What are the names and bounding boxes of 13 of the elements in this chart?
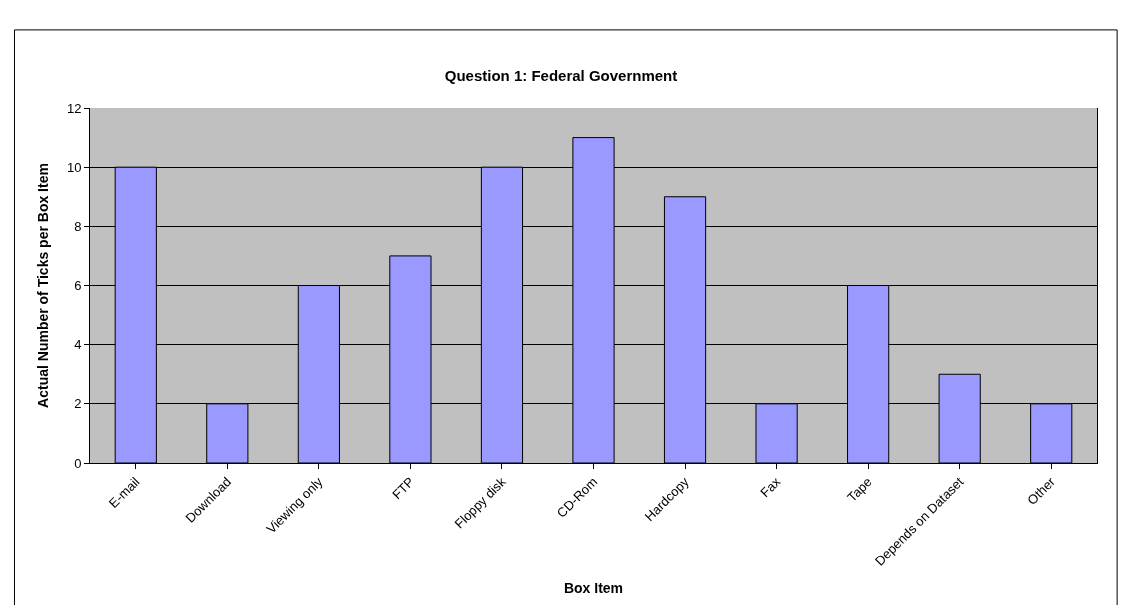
x-tick-label: Fax bbox=[757, 473, 784, 501]
x-tick-label: FTP bbox=[389, 474, 418, 503]
y-tick-label: 0 bbox=[74, 455, 82, 471]
y-tick-label: 8 bbox=[74, 218, 82, 234]
x-axis-title: Box Item bbox=[563, 579, 624, 596]
y-tick-label: 10 bbox=[66, 159, 82, 175]
chart-title: Question 1: Federal Government bbox=[444, 66, 678, 84]
y-axis-title: Actual Number of Ticks per Box Item bbox=[34, 163, 51, 408]
x-tick-label: Tape bbox=[844, 474, 875, 505]
y-tick-label: 12 bbox=[66, 100, 82, 116]
y-tick-label: 4 bbox=[74, 337, 82, 353]
y-tick-label: 2 bbox=[74, 396, 82, 412]
y-tick-label: 6 bbox=[74, 278, 82, 294]
